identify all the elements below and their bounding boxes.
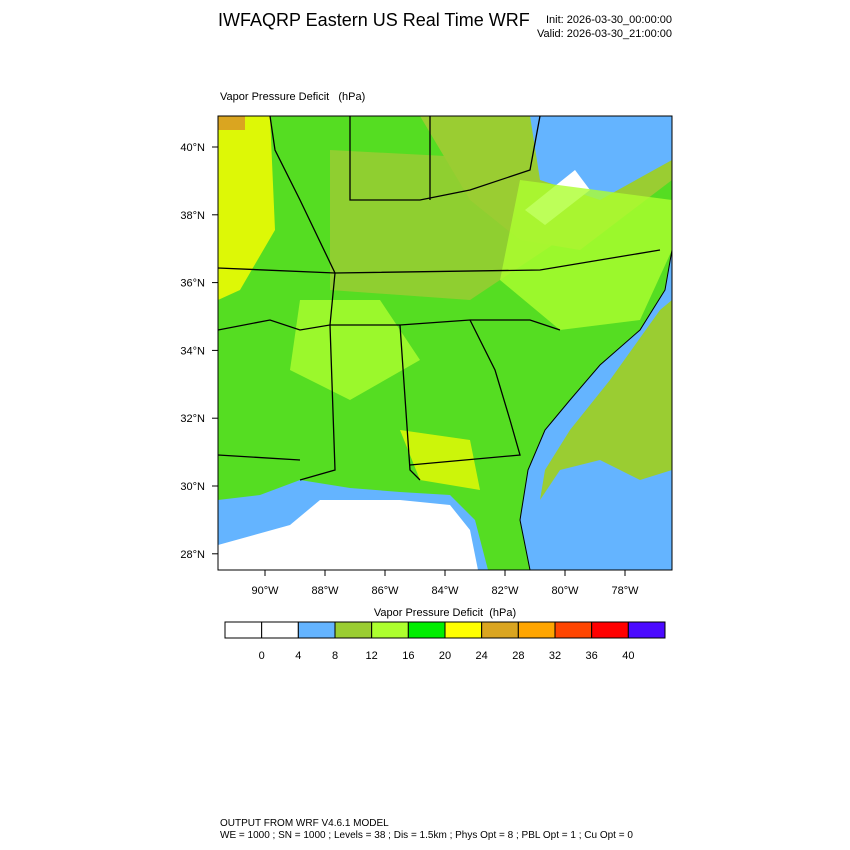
colorbar-label: 24 [476,650,488,662]
footer-line: WE = 1000 ; SN = 1000 ; Levels = 38 ; Di… [220,830,633,841]
colorbar-label: 16 [402,650,414,662]
valid-time: Valid: 2026-03-30_21:00:00 [537,28,672,40]
lat-label: 40°N [180,142,205,154]
lat-label: 32°N [180,413,205,425]
lon-label: 90°W [251,585,279,597]
colorbar-label: 12 [366,650,378,662]
colorbar-label: 32 [549,650,561,662]
colorbar-box [517,621,556,639]
colorbar-label: 20 [439,650,451,662]
colorbar-box [297,621,336,639]
colorbar-box [224,621,263,639]
yellow-region [400,430,480,490]
coastline [519,249,672,570]
colorbar-label: 0 [259,650,265,662]
lightgreen-region [500,180,672,330]
colorbar-title: Vapor Pressure Deficit (hPa) [374,607,516,619]
colorbar-box [481,621,519,639]
gold-region [218,116,245,130]
lat-label: 30°N [180,481,205,493]
colorbar-label: 4 [295,650,301,662]
colorbar-label: 40 [622,650,634,662]
colorbar-box [444,621,483,639]
colorbar-label: 8 [332,650,338,662]
colorbar-box [591,621,629,639]
lat-label: 28°N [180,549,205,561]
ocean-olive [540,300,672,500]
lon-label: 78°W [611,585,639,597]
lat-label: 36°N [180,278,205,290]
colorbar-label: 28 [512,650,524,662]
lon-label: 84°W [431,585,459,597]
lon-label: 82°W [491,585,519,597]
plot-label: Vapor Pressure Deficit (hPa) [220,91,365,103]
yellow-region [218,116,275,300]
colorbar-box [554,621,593,639]
lat-label: 38°N [180,210,205,222]
lon-label: 80°W [551,585,579,597]
gulf-white [218,500,478,570]
title: IWFAQRP Eastern US Real Time WRF [218,10,530,30]
colorbar-box [371,621,409,639]
colorbar-label: 36 [586,650,598,662]
colorbar-box [261,621,299,639]
lat-label: 34°N [180,345,205,357]
init-time: Init: 2026-03-30_00:00:00 [546,14,672,26]
colorbar-box [334,621,373,639]
lon-label: 88°W [311,585,339,597]
map [217,115,673,571]
state-borders [218,116,661,481]
lon-label: 86°W [371,585,399,597]
colorbar-box [627,621,666,639]
colorbar-box [407,621,446,639]
footer-line: OUTPUT FROM WRF V4.6.1 MODEL [220,818,389,829]
